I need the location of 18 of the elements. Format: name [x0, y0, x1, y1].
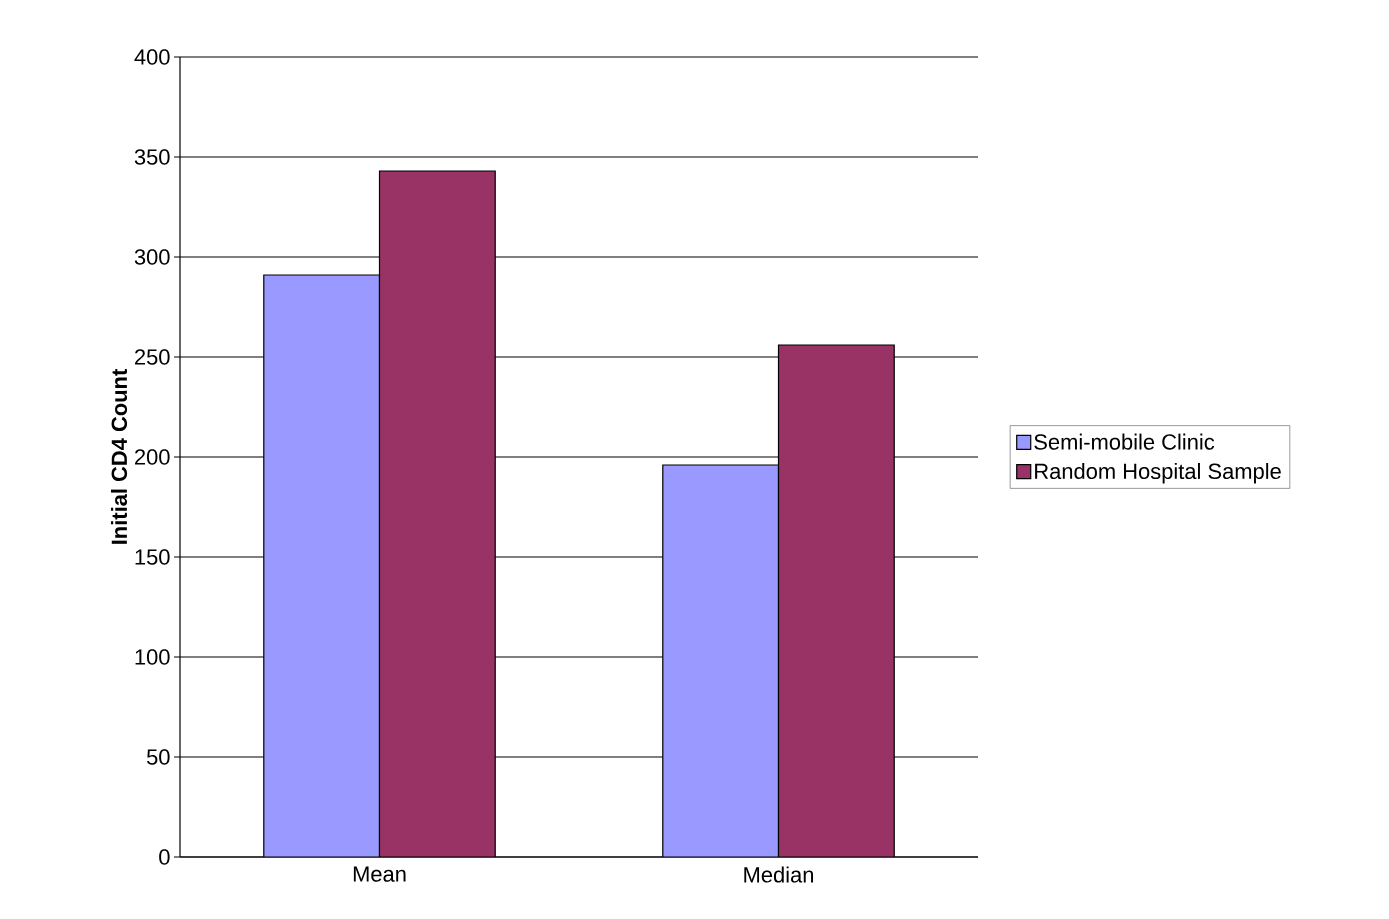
y-tick-label: 200 [135, 449, 170, 465]
y-tick-label: 50 [146, 749, 170, 765]
bar [378, 170, 496, 857]
bar [777, 344, 895, 857]
bar [662, 464, 780, 857]
x-tick-label: Median [744, 866, 814, 883]
legend-label: Semi-mobile Clinic [1034, 433, 1215, 450]
y-axis-title: Initial CD4 Count [110, 368, 128, 544]
y-tick-label: 100 [135, 649, 170, 665]
y-tick-label: 250 [135, 349, 170, 365]
y-tick-label: 150 [135, 549, 170, 565]
legend-label: Random Hospital Sample [1035, 462, 1281, 484]
y-tick-label: 0 [159, 849, 170, 865]
bar [263, 274, 381, 857]
y-tick-label: 350 [134, 149, 170, 165]
x-tick-label: Mean [353, 866, 406, 882]
y-tick-label: 400 [134, 49, 170, 65]
y-tick-label: 300 [134, 249, 170, 265]
